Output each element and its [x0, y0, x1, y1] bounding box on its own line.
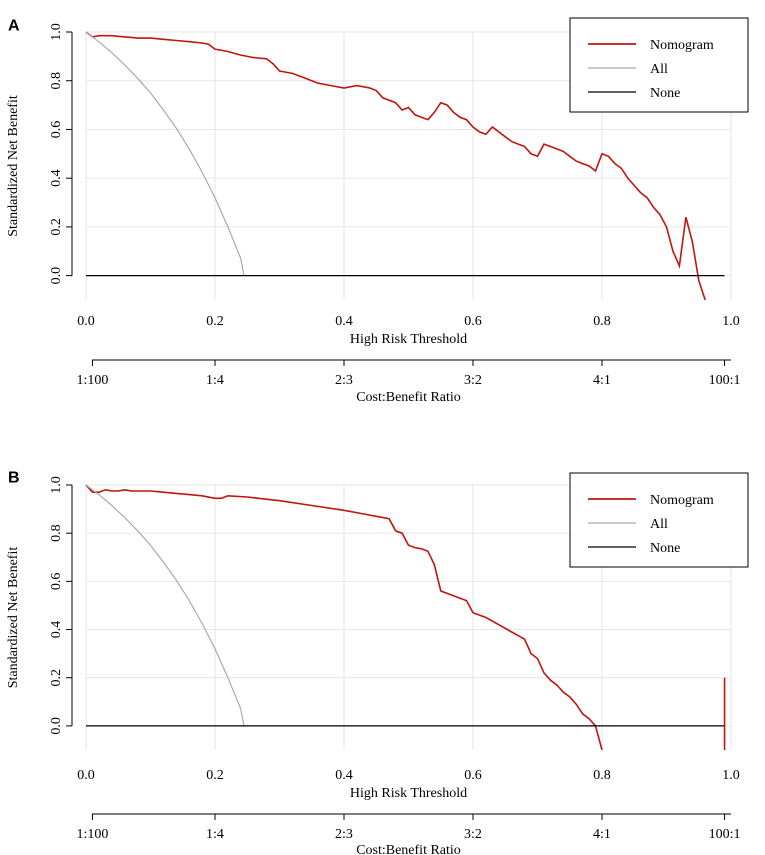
cost-benefit-tick-label: 2:3	[335, 373, 353, 388]
x-tick-label: 0.0	[77, 314, 95, 329]
y-axis-label: Standardized Net Benefit	[6, 95, 21, 237]
legend-box	[569, 17, 749, 113]
y-tick-label: 0.2	[49, 218, 64, 236]
cost-benefit-tick-label: 4:1	[593, 827, 611, 842]
legend-label-nomogram: Nomogram	[650, 493, 714, 508]
y-tick-label: 0.0	[49, 267, 64, 285]
x-tick-label: 0.8	[593, 768, 611, 783]
legend-label-all: All	[650, 62, 668, 77]
cost-benefit-tick-label: 3:2	[464, 827, 482, 842]
y-tick-label: 0.2	[49, 669, 64, 687]
x-tick-label: 1.0	[722, 768, 740, 783]
x-tick-label: 0.6	[464, 768, 482, 783]
cost-benefit-tick-label: 1:4	[206, 827, 224, 842]
cost-benefit-tick-label: 100:1	[709, 827, 741, 842]
cost-benefit-axis-label: Cost:Benefit Ratio	[356, 843, 461, 855]
y-tick-label: 0.6	[49, 573, 64, 591]
y-tick-label: 0.8	[49, 72, 64, 90]
x-tick-label: 0.0	[77, 768, 95, 783]
x-tick-label: 0.2	[206, 768, 224, 783]
series-line-nomogram	[85, 31, 706, 300]
series-line-all	[85, 31, 245, 276]
chart-panel-b: B 0.0 0.2 0.4 0.6 0.8 1.0 Standardized Net Bene…	[6, 469, 749, 855]
y-tick-label: 0.4	[49, 621, 64, 639]
panel-label: B	[8, 469, 20, 486]
cost-benefit-axis-label: Cost:Benefit Ratio	[356, 390, 461, 405]
y-tick-label: 1.0	[49, 476, 64, 494]
panel-label: A	[8, 17, 20, 34]
cost-benefit-tick-label: 1:100	[77, 373, 109, 388]
cost-benefit-tick-label: 100:1	[709, 373, 741, 388]
y-axis-label: Standardized Net Benefit	[6, 547, 21, 689]
y-tick-label: 0.0	[49, 717, 64, 735]
cost-benefit-tick-label: 4:1	[593, 373, 611, 388]
y-tick-label: 1.0	[49, 23, 64, 41]
legend-box	[569, 472, 749, 568]
x-tick-label: 0.2	[206, 314, 224, 329]
x-tick-label: 0.4	[335, 768, 353, 783]
x-axis-label: High Risk Threshold	[350, 332, 467, 347]
y-tick-label: 0.8	[49, 524, 64, 542]
x-tick-label: 0.8	[593, 314, 611, 329]
cost-benefit-tick-label: 1:100	[77, 827, 109, 842]
legend-label-none: None	[650, 541, 680, 556]
legend-label-all: All	[650, 517, 668, 532]
series-line-nomogram	[85, 484, 603, 750]
legend-label-none: None	[650, 86, 680, 101]
x-tick-label: 0.6	[464, 314, 482, 329]
cost-benefit-tick-label: 3:2	[464, 373, 482, 388]
y-tick-label: 0.6	[49, 121, 64, 139]
chart-panel-a: A 0.0 0.2 0.4 0.6 0.8 1.0 Standardized Net Bene…	[6, 17, 749, 405]
x-tick-label: 1.0	[722, 314, 740, 329]
x-tick-label: 0.4	[335, 314, 353, 329]
cost-benefit-tick-label: 2:3	[335, 827, 353, 842]
cost-benefit-tick-label: 1:4	[206, 373, 224, 388]
series-line-all	[85, 484, 245, 727]
y-tick-label: 0.4	[49, 169, 64, 187]
legend-label-nomogram: Nomogram	[650, 38, 714, 53]
x-axis-label: High Risk Threshold	[350, 786, 467, 801]
